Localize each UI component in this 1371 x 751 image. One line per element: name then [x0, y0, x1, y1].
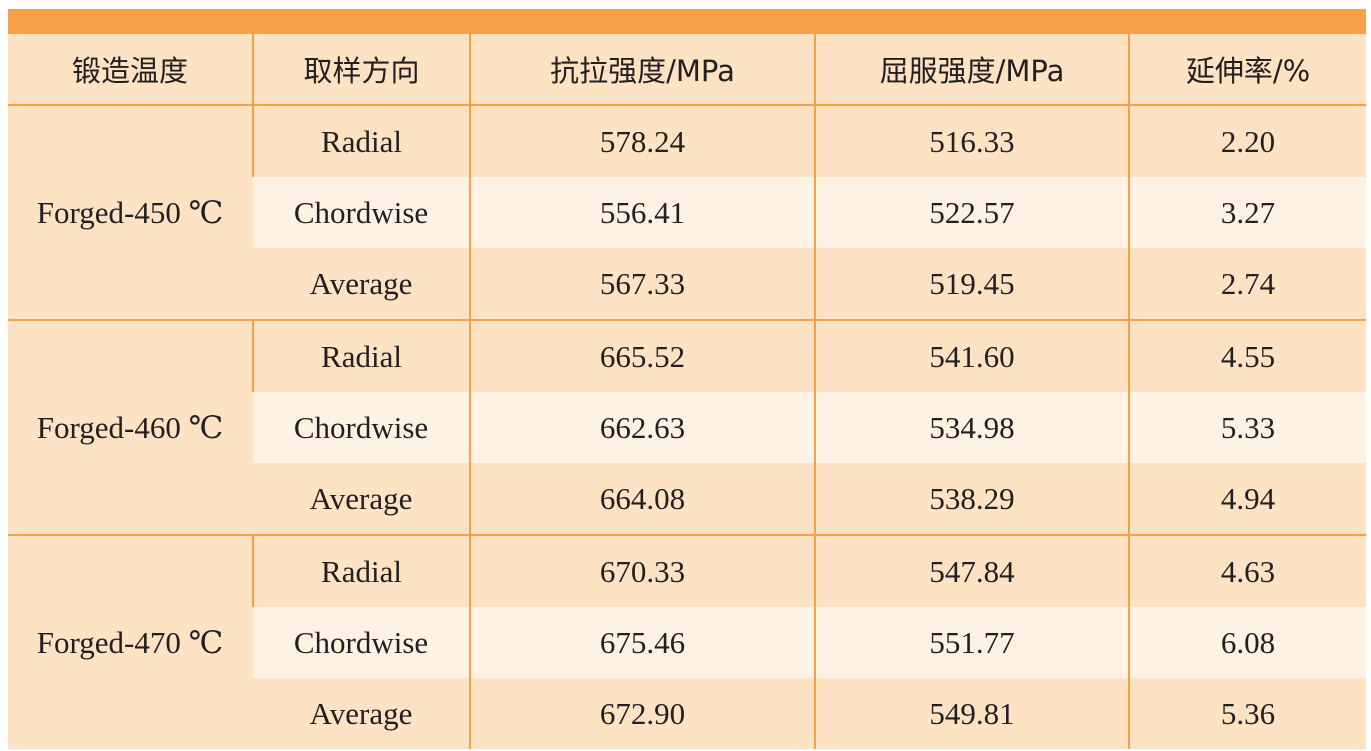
header-forging-temperature: 锻造温度	[8, 34, 253, 106]
direction-cell: Chordwise	[253, 607, 470, 678]
table-row: Chordwise 556.41 522.57 3.27	[8, 177, 1366, 248]
group-forged-450: Forged-450 ℃ Radial 578.24 516.33 2.20 C…	[8, 105, 1366, 320]
table-row: Average 567.33 519.45 2.74	[8, 248, 1366, 320]
elongation-cell: 4.63	[1128, 534, 1366, 607]
group-label: Forged-470 ℃	[8, 534, 253, 749]
yield-cell: 541.60	[814, 319, 1129, 392]
group-forged-470: Forged-470 ℃ Radial 670.33 547.84 4.63 C…	[8, 534, 1366, 749]
direction-cell: Radial	[252, 105, 470, 177]
tensile-cell: 665.52	[469, 319, 815, 392]
direction-cell: Radial	[252, 319, 470, 392]
group-label: Forged-450 ℃	[8, 105, 253, 320]
elongation-cell: 5.36	[1128, 678, 1366, 749]
table-row: Chordwise 662.63 534.98 5.33	[8, 392, 1366, 463]
tensile-cell: 670.33	[469, 534, 815, 607]
tensile-cell: 675.46	[469, 607, 815, 678]
yield-cell: 549.81	[814, 678, 1129, 749]
elongation-cell: 2.20	[1128, 105, 1366, 177]
direction-cell: Average	[253, 678, 470, 749]
header-sampling-direction: 取样方向	[252, 34, 470, 106]
direction-cell: Chordwise	[253, 177, 470, 248]
table-header-row: 锻造温度 取样方向 抗拉强度/MPa 屈服强度/MPa 延伸率/%	[8, 34, 1366, 106]
direction-cell: Chordwise	[253, 392, 470, 463]
direction-cell: Radial	[252, 534, 470, 607]
tensile-cell: 578.24	[469, 105, 815, 177]
yield-cell: 519.45	[814, 248, 1129, 320]
elongation-cell: 6.08	[1128, 607, 1366, 678]
elongation-cell: 5.33	[1128, 392, 1366, 463]
tensile-cell: 662.63	[469, 392, 815, 463]
group-forged-460: Forged-460 ℃ Radial 665.52 541.60 4.55 C…	[8, 319, 1366, 535]
tensile-cell: 567.33	[469, 248, 815, 320]
header-elongation: 延伸率/%	[1128, 34, 1366, 106]
yield-cell: 538.29	[814, 463, 1129, 535]
table-row: Forged-470 ℃ Radial 670.33 547.84 4.63	[8, 534, 1366, 749]
table-row: Chordwise 675.46 551.77 6.08	[8, 607, 1366, 678]
properties-table: 锻造温度 取样方向 抗拉强度/MPa 屈服强度/MPa 延伸率/% Forged…	[8, 9, 1366, 749]
table-row: Forged-450 ℃ Radial 578.24 516.33 2.20	[8, 105, 1366, 320]
elongation-cell: 4.55	[1128, 319, 1366, 392]
elongation-cell: 3.27	[1128, 177, 1366, 248]
yield-cell: 522.57	[814, 177, 1129, 248]
table-top-bar	[8, 9, 1366, 34]
header-yield-strength: 屈服强度/MPa	[814, 34, 1129, 106]
tensile-cell: 556.41	[469, 177, 815, 248]
tensile-cell: 664.08	[469, 463, 815, 535]
group-label: Forged-460 ℃	[8, 319, 253, 535]
direction-cell: Average	[253, 248, 470, 320]
elongation-cell: 4.94	[1128, 463, 1366, 535]
yield-cell: 547.84	[814, 534, 1129, 607]
yield-cell: 551.77	[814, 607, 1129, 678]
table-row: Average 664.08 538.29 4.94	[8, 463, 1366, 535]
tensile-cell: 672.90	[469, 678, 815, 749]
yield-cell: 534.98	[814, 392, 1129, 463]
table-row: Average 672.90 549.81 5.36	[8, 678, 1366, 749]
elongation-cell: 2.74	[1128, 248, 1366, 320]
direction-cell: Average	[253, 463, 470, 535]
yield-cell: 516.33	[814, 105, 1129, 177]
header-tensile-strength: 抗拉强度/MPa	[469, 34, 815, 106]
table-row: Forged-460 ℃ Radial 665.52 541.60 4.55	[8, 319, 1366, 535]
